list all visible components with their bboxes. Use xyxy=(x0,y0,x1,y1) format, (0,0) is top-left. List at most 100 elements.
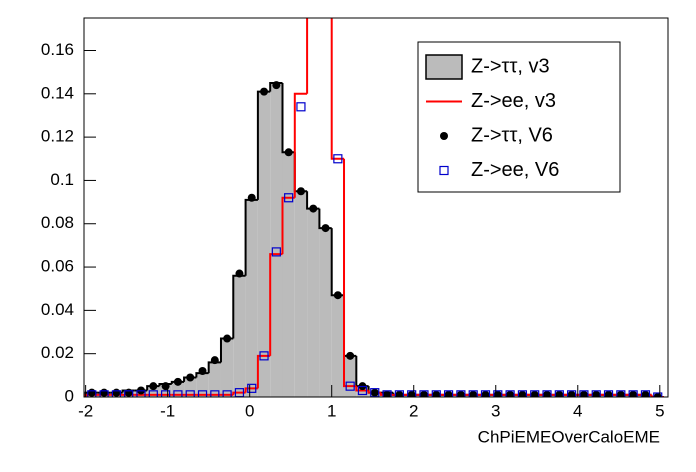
y-tick-label: 0 xyxy=(65,386,74,405)
data-point xyxy=(185,390,195,397)
data-point xyxy=(493,390,503,397)
data-point xyxy=(480,390,491,397)
data-point xyxy=(567,390,577,397)
x-tick-label: -1 xyxy=(160,401,175,420)
y-tick-label: 0.06 xyxy=(41,257,74,276)
data-point xyxy=(383,390,392,397)
histogram-step xyxy=(355,355,369,388)
x-tick-label: 1 xyxy=(327,401,336,420)
y-tick-label: 0.14 xyxy=(41,83,74,102)
frame xyxy=(83,17,669,398)
data-point xyxy=(407,390,416,397)
data-point xyxy=(112,388,121,397)
histogram-bar xyxy=(282,152,295,397)
data-point xyxy=(346,351,355,360)
histogram-bar xyxy=(307,208,320,397)
legend-swatch xyxy=(439,165,449,176)
data-point xyxy=(431,390,441,397)
data-point xyxy=(395,390,404,397)
data-point xyxy=(235,269,244,278)
histogram-step xyxy=(269,253,283,356)
plot-area xyxy=(84,18,664,397)
data-point xyxy=(604,390,613,397)
data-point xyxy=(149,382,158,391)
data-point xyxy=(579,390,589,397)
histogram-step xyxy=(330,228,345,297)
data-point xyxy=(554,390,564,397)
data-point xyxy=(456,390,465,397)
data-point xyxy=(567,390,576,397)
data-point xyxy=(247,193,256,202)
data-point xyxy=(124,390,134,397)
data-point xyxy=(518,390,527,397)
histogram-bar xyxy=(356,386,369,397)
data-point xyxy=(210,390,220,397)
histogram-bar xyxy=(233,275,246,397)
histogram-step xyxy=(244,387,258,393)
data-point xyxy=(641,390,650,397)
legend-label: Z->ee, v3 xyxy=(471,90,556,112)
data-point xyxy=(555,390,564,397)
legend-label: Z->ττ, V6 xyxy=(471,124,553,146)
data-point xyxy=(370,388,379,397)
data-point xyxy=(222,390,232,397)
data-point xyxy=(468,390,478,397)
data-point xyxy=(148,390,158,397)
data-point xyxy=(223,334,232,343)
data-point xyxy=(443,390,454,397)
data-point xyxy=(197,390,208,397)
data-point xyxy=(309,204,318,213)
data-point xyxy=(333,154,343,164)
data-point xyxy=(640,390,651,397)
data-point xyxy=(296,187,305,196)
histogram-bar xyxy=(220,338,234,397)
histogram-bar xyxy=(319,228,332,397)
y-tick-label: 0.12 xyxy=(41,127,74,146)
data-point xyxy=(530,390,539,397)
data-point xyxy=(259,351,269,361)
data-point xyxy=(247,383,257,393)
histogram-step xyxy=(281,82,295,154)
data-point xyxy=(136,390,146,397)
data-point xyxy=(505,390,515,397)
data-point xyxy=(603,390,614,397)
data-point xyxy=(124,388,133,397)
data-point xyxy=(542,390,552,397)
histogram-step xyxy=(650,394,664,397)
data-point xyxy=(345,381,355,391)
data-point xyxy=(653,392,663,397)
x-tick-label: 0 xyxy=(245,401,254,420)
data-point xyxy=(407,390,417,397)
data-point xyxy=(87,388,96,397)
histogram-bar xyxy=(294,191,308,397)
histogram-bar xyxy=(344,355,357,397)
data-point xyxy=(517,390,528,397)
histogram-bar xyxy=(331,295,345,397)
data-point xyxy=(357,385,368,396)
data-point xyxy=(591,390,601,397)
y-tick-label: 0.04 xyxy=(41,300,74,319)
histogram-bar xyxy=(184,377,197,397)
data-point xyxy=(382,390,392,397)
data-point xyxy=(284,148,293,157)
data-point xyxy=(629,390,638,397)
x-tick-label: -2 xyxy=(78,401,93,420)
histogram-bar xyxy=(245,199,258,397)
histogram-step xyxy=(293,92,308,198)
histogram-bar xyxy=(208,362,221,397)
x-tick-label: 4 xyxy=(573,401,582,420)
data-point xyxy=(111,390,121,397)
legend-swatch xyxy=(440,132,448,140)
data-point xyxy=(284,193,294,203)
x-tick-label: 2 xyxy=(409,401,418,420)
histogram-step xyxy=(232,391,246,395)
data-point xyxy=(173,390,183,397)
data-point xyxy=(100,388,109,397)
histogram-bar xyxy=(270,82,283,397)
data-point xyxy=(579,390,588,397)
legend-label: Z->ττ, v3 xyxy=(471,55,550,77)
data-point xyxy=(296,102,306,112)
data-point xyxy=(210,356,219,365)
data-point xyxy=(456,390,466,397)
